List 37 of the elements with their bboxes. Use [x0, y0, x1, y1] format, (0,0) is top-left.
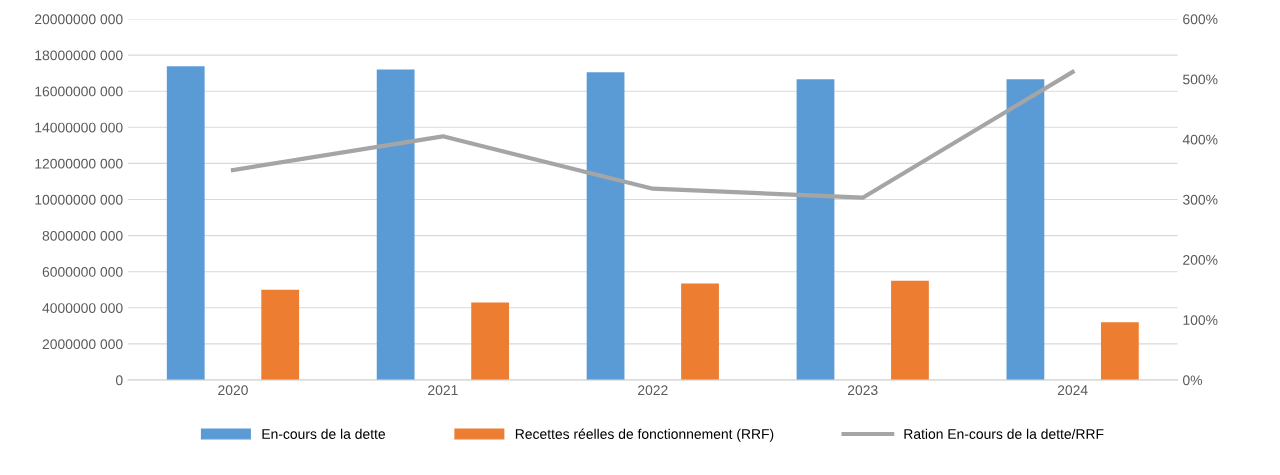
bar: [1006, 79, 1045, 380]
y-tick-label: 8000000 000: [42, 230, 123, 241]
bar: [261, 289, 300, 380]
bar: [471, 302, 509, 380]
bar: [376, 69, 415, 380]
bar: [796, 79, 835, 380]
y2-tick-label: 100%: [1183, 315, 1218, 325]
y-tick-label: 0: [115, 375, 123, 386]
y2-tick-label: 300%: [1182, 194, 1218, 205]
y2-tick-label: 600%: [1183, 14, 1218, 25]
bar: [891, 280, 929, 380]
legend-label: Recettes réelles de fonctionnement (RRF): [515, 428, 774, 442]
bar: [1100, 322, 1139, 380]
bar: [166, 66, 205, 380]
y-tick-label: 12000000 000: [35, 158, 123, 169]
x-tick-label: 2023: [847, 385, 878, 396]
x-tick-label: 2022: [638, 385, 668, 396]
y-tick-label: 18000000 000: [35, 50, 123, 61]
y-tick-label: 20000000 000: [35, 14, 123, 25]
x-tick-label: 2020: [218, 385, 248, 396]
line-series: [230, 69, 1075, 200]
y2-tick-label: 500%: [1183, 74, 1218, 85]
y2-tick-label: 200%: [1183, 255, 1218, 265]
y-tick-label: 10000000 000: [35, 194, 123, 205]
y-tick-label: 16000000 000: [35, 86, 123, 97]
y-tick-label: 6000000 000: [42, 267, 123, 277]
y-tick-label: 14000000 000: [35, 122, 123, 133]
legend-label: En-cours de la dette: [262, 428, 386, 439]
y-tick-label: 2000000 000: [42, 339, 123, 350]
x-tick-label: 2021: [428, 385, 458, 396]
y2-tick-label: 0%: [1183, 375, 1203, 386]
bar: [681, 283, 719, 380]
x-tick-label: 2024: [1057, 385, 1088, 396]
y-tick-label: 4000000 000: [42, 303, 123, 313]
legend-label: Ration En-cours de la dette/RRF: [904, 428, 1104, 439]
y2-tick-label: 400%: [1182, 134, 1218, 145]
bar: [586, 72, 625, 380]
